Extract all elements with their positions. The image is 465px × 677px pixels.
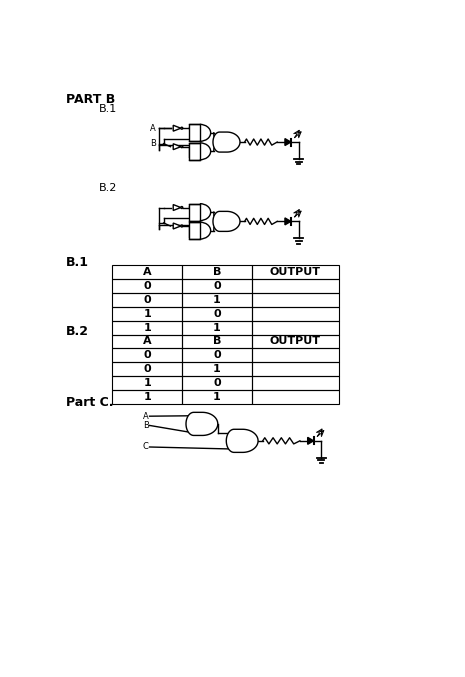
- Polygon shape: [189, 125, 200, 141]
- Polygon shape: [285, 139, 291, 146]
- Text: 1: 1: [143, 309, 151, 319]
- Bar: [252, 279, 339, 293]
- Bar: [252, 349, 339, 362]
- Bar: [113, 349, 182, 362]
- Text: A: A: [150, 124, 156, 133]
- Bar: [252, 362, 339, 376]
- Bar: [182, 349, 252, 362]
- Text: A: A: [143, 336, 152, 347]
- Text: 1: 1: [213, 323, 221, 332]
- Bar: [182, 265, 252, 279]
- Text: B: B: [143, 421, 149, 430]
- Text: B.1: B.1: [99, 104, 117, 114]
- Circle shape: [181, 127, 183, 129]
- Bar: [252, 321, 339, 334]
- Bar: [113, 334, 182, 349]
- Circle shape: [181, 206, 183, 209]
- Text: PART B: PART B: [66, 93, 115, 106]
- Text: 0: 0: [213, 351, 221, 360]
- Polygon shape: [285, 218, 291, 225]
- Bar: [252, 293, 339, 307]
- Bar: [182, 334, 252, 349]
- Bar: [113, 279, 182, 293]
- Bar: [113, 321, 182, 334]
- Bar: [182, 293, 252, 307]
- Bar: [252, 376, 339, 390]
- Bar: [113, 293, 182, 307]
- Bar: [252, 307, 339, 321]
- Text: 1: 1: [143, 323, 151, 332]
- Polygon shape: [189, 222, 200, 239]
- Text: 1: 1: [213, 392, 221, 402]
- Bar: [182, 390, 252, 404]
- Bar: [182, 321, 252, 334]
- Polygon shape: [173, 204, 181, 211]
- Text: 1: 1: [213, 364, 221, 374]
- Bar: [252, 265, 339, 279]
- Text: C: C: [143, 443, 149, 452]
- Bar: [113, 265, 182, 279]
- Text: B.2: B.2: [99, 183, 117, 193]
- Bar: [252, 390, 339, 404]
- Text: 0: 0: [213, 281, 221, 291]
- Text: 0: 0: [143, 281, 151, 291]
- Text: 0: 0: [143, 295, 151, 305]
- Bar: [182, 362, 252, 376]
- Text: 0: 0: [213, 378, 221, 388]
- Text: 0: 0: [143, 351, 151, 360]
- Text: 0: 0: [143, 364, 151, 374]
- Polygon shape: [173, 144, 181, 150]
- Bar: [113, 390, 182, 404]
- Text: 1: 1: [143, 392, 151, 402]
- Polygon shape: [186, 412, 218, 435]
- Bar: [113, 362, 182, 376]
- Text: B: B: [213, 336, 221, 347]
- Polygon shape: [308, 437, 313, 444]
- Bar: [252, 334, 339, 349]
- Text: OUTPUT: OUTPUT: [270, 267, 321, 277]
- Bar: [182, 376, 252, 390]
- Polygon shape: [213, 211, 240, 232]
- Text: A: A: [143, 412, 149, 420]
- Text: Part C.: Part C.: [66, 396, 113, 409]
- Text: OUTPUT: OUTPUT: [270, 336, 321, 347]
- Text: A: A: [143, 267, 152, 277]
- Text: 1: 1: [143, 378, 151, 388]
- Bar: [182, 279, 252, 293]
- Text: B: B: [213, 267, 221, 277]
- Bar: [182, 307, 252, 321]
- Polygon shape: [213, 132, 240, 152]
- Polygon shape: [226, 429, 258, 452]
- Text: B.2: B.2: [66, 326, 89, 338]
- Polygon shape: [189, 204, 200, 221]
- Text: B: B: [150, 139, 156, 148]
- Text: 1: 1: [213, 295, 221, 305]
- Text: B.1: B.1: [66, 256, 89, 269]
- Polygon shape: [173, 223, 181, 229]
- Circle shape: [181, 146, 183, 148]
- Polygon shape: [173, 125, 181, 131]
- Bar: [113, 307, 182, 321]
- Circle shape: [181, 225, 183, 227]
- Bar: [113, 376, 182, 390]
- Polygon shape: [189, 143, 200, 160]
- Text: 0: 0: [213, 309, 221, 319]
